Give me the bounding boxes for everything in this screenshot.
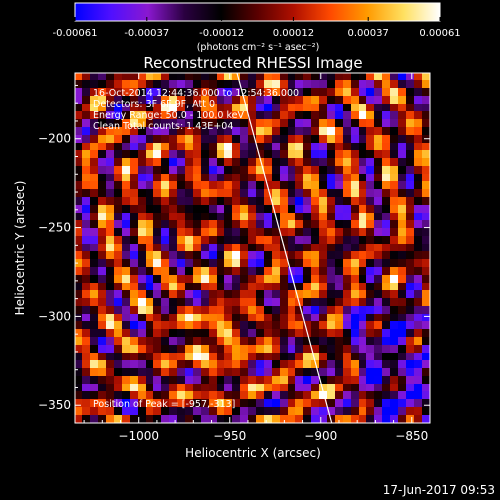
limb-line xyxy=(236,73,333,423)
y-tick-label: −200 xyxy=(38,132,71,146)
info-line: Energy Range: 50.0 - 100.0 keV xyxy=(93,110,244,121)
info-annotations: 16-Oct-2014 12:44:36.000 to 12:54:36.000… xyxy=(93,88,299,132)
colorbar-units: (photons cm⁻² s⁻¹ asec⁻²) xyxy=(197,42,320,53)
info-line: Detectors: 3F 6F 9F, Att 0 xyxy=(93,99,215,110)
x-tick-label: −900 xyxy=(304,429,337,443)
info-line: 16-Oct-2014 12:44:36.000 to 12:54:36.000 xyxy=(93,88,299,99)
chart-title: Reconstructed RHESSI Image xyxy=(143,54,362,72)
timestamp: 17-Jun-2017 09:53 xyxy=(383,483,495,497)
y-tick-label: −250 xyxy=(38,221,71,235)
x-axis-label: Heliocentric X (arcsec) xyxy=(185,446,321,460)
y-axis: −200 −250 −300 −350 xyxy=(38,84,430,424)
y-tick-label: −350 xyxy=(38,398,71,412)
colorbar xyxy=(74,2,441,22)
colorbar-tick-label: 0.00012 xyxy=(273,28,314,39)
colorbar-tick-label: -0.00012 xyxy=(199,28,244,39)
colorbar-ticks: -0.00061 -0.00037 -0.00012 0.00012 0.00037 0.… xyxy=(53,17,461,39)
colorbar-tick-label: -0.00061 xyxy=(53,28,98,39)
peak-position-label: Position of Peak = [-957,-313] xyxy=(93,399,235,410)
plot-frame xyxy=(74,72,431,424)
colorbar-tick-label: 0.00061 xyxy=(419,28,460,39)
x-tick-label: −850 xyxy=(395,429,428,443)
x-axis: −1000 −950 −900 −850 xyxy=(83,73,431,443)
colorbar-tick-label: -0.00037 xyxy=(124,28,169,39)
colorbar-tick-label: 0.00037 xyxy=(348,28,389,39)
x-tick-label: −950 xyxy=(213,429,246,443)
y-axis-label: Heliocentric Y (arcsec) xyxy=(13,181,27,316)
info-line: Clean Total counts: 1.43E+04 xyxy=(93,121,233,132)
x-tick-label: −1000 xyxy=(118,429,159,443)
y-tick-label: −300 xyxy=(38,309,71,323)
heatmap xyxy=(75,73,430,423)
